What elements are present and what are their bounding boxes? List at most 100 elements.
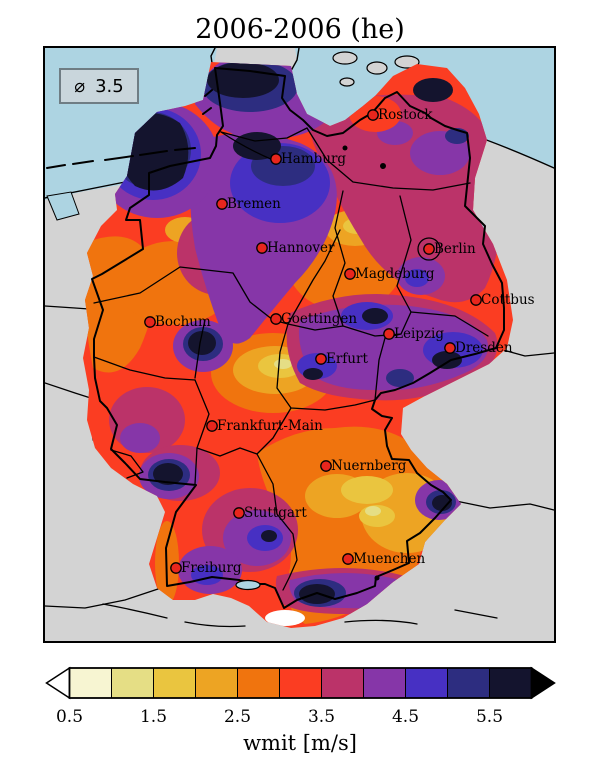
islands-layer	[46, 89, 213, 169]
state-border-nrw-rp	[93, 356, 196, 381]
state-border-bb-sn	[410, 311, 489, 337]
city-label: Bremen	[227, 196, 281, 212]
city-marker	[444, 342, 456, 354]
danish-island	[332, 51, 358, 65]
field-navy	[261, 530, 277, 542]
city-marker	[320, 460, 332, 472]
city-label: Goettingen	[281, 311, 357, 327]
state-border-saarland	[110, 449, 144, 479]
land-poland	[465, 133, 554, 356]
city-marker	[383, 328, 395, 340]
colorbar: 0.5 1.5 2.5 3.5 4.5 5.5	[45, 666, 556, 727]
city-label: Freiburg	[181, 560, 242, 576]
danish-island	[366, 61, 388, 75]
city-label: Dresden	[455, 340, 513, 356]
colorbar-under-arrow	[45, 666, 71, 700]
state-border-st-west	[332, 190, 346, 327]
city-marker	[270, 153, 282, 165]
state-border-mv	[306, 127, 471, 191]
city-marker	[144, 316, 156, 328]
city-label: Magdeburg	[355, 266, 435, 282]
state-border-bw-by	[256, 407, 298, 591]
colorbar-tick-label: 4.5	[392, 707, 419, 727]
colorbar-segment	[447, 667, 490, 699]
lake	[374, 575, 380, 581]
city-marker	[270, 313, 282, 325]
city-label: Rostock	[378, 107, 433, 123]
city-marker	[423, 243, 435, 255]
state-border-berlin	[417, 237, 441, 261]
city-marker	[206, 420, 218, 432]
colorbar-segment	[321, 667, 364, 699]
field-navy	[153, 463, 183, 485]
city-label: Cottbus	[481, 292, 535, 308]
germany-outline	[91, 67, 505, 609]
field-paleyellow	[365, 506, 381, 516]
field-navy	[207, 62, 279, 98]
city-label: Stuttgart	[244, 505, 307, 521]
diameter-icon: ⌀	[74, 75, 86, 97]
field-purple	[120, 423, 160, 453]
colorbar-segment	[405, 667, 448, 699]
frisian-islands	[46, 89, 213, 169]
city-marker	[233, 507, 245, 519]
alpine-lines	[102, 603, 498, 628]
field-navy	[432, 351, 462, 369]
city-marker	[470, 294, 482, 306]
city-label: Hannover	[267, 240, 335, 256]
colorbar-segment	[153, 667, 196, 699]
field-navy-ruegen	[413, 78, 453, 102]
field-violet	[405, 269, 429, 287]
colorbar-tick-label: 0.5	[56, 707, 83, 727]
colorbar-segment	[237, 667, 280, 699]
ijsselmeer	[46, 191, 80, 221]
plot-title: 2006-2006 (he)	[195, 14, 405, 45]
field-yellow	[341, 476, 393, 504]
state-border-ni	[93, 229, 341, 325]
city-label: Nuernberg	[331, 458, 407, 474]
borders-layer	[91, 67, 505, 609]
field-nodata	[265, 610, 305, 626]
cz-at-border	[450, 499, 554, 511]
field-darkblue	[386, 369, 414, 387]
city-marker	[315, 353, 327, 365]
colorbar-segment	[111, 667, 154, 699]
colorbar-segment	[69, 667, 112, 699]
colorbar-tick-label: 3.5	[308, 707, 335, 727]
field-navy	[432, 495, 452, 511]
map-area: Rostock Hamburg Bremen Hannover Berlin Magdeb…	[43, 46, 556, 643]
colorbar-tick-label: 5.5	[476, 707, 503, 727]
lake	[342, 145, 348, 151]
state-border-sh	[220, 127, 308, 142]
city-marker	[170, 562, 182, 574]
colorbar-segment	[279, 667, 322, 699]
city-label: Frankfurt-Main	[217, 418, 323, 434]
city-marker	[367, 109, 379, 121]
lake-constance	[235, 579, 261, 591]
field-paleyellow	[274, 359, 292, 369]
field-navy	[188, 331, 216, 355]
map-svg: Rostock Hamburg Bremen Hannover Berlin Magdeb…	[45, 48, 554, 641]
colorbar-segment	[363, 667, 406, 699]
field-navy	[362, 308, 388, 324]
lake	[380, 163, 386, 169]
cz-pl-border	[495, 347, 554, 357]
field-navy	[303, 368, 323, 380]
cities-layer: Rostock Hamburg Bremen Hannover Berlin Magdeb…	[144, 107, 535, 576]
field-purple-saxony	[298, 304, 489, 391]
city-label: Erfurt	[326, 351, 368, 367]
average-value: 3.5	[95, 75, 124, 97]
city-label: Hamburg	[281, 151, 346, 167]
city-label: Berlin	[434, 241, 476, 257]
average-box: ⌀ 3.5	[59, 68, 139, 104]
colorbar-tick-label: 2.5	[224, 707, 251, 727]
city-label: Leipzig	[394, 326, 444, 342]
state-border-st-east	[396, 195, 412, 335]
colorbar-segment	[489, 667, 532, 699]
city-marker	[342, 553, 354, 565]
city-marker	[344, 268, 356, 280]
river-elbe	[220, 131, 274, 161]
colorbar-over-arrow	[530, 666, 556, 700]
danish-island	[339, 77, 355, 87]
